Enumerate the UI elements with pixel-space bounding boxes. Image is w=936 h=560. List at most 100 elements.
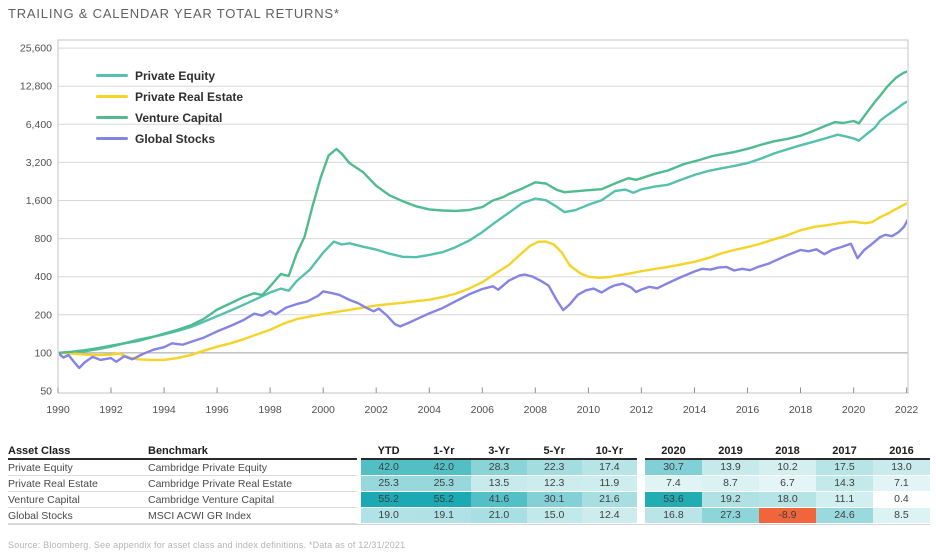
calendar-value-cell: 6.7 [758,476,816,491]
x-axis-label: 1990 [46,404,70,416]
row-labels: Private Equity Cambridge Private Equity [8,460,357,476]
calendar-value-cell: 10.2 [758,460,816,475]
series-line-global-stocks [59,218,907,370]
x-axis-label: 1994 [152,404,176,416]
y-axis-label: 400 [34,271,52,283]
trailing-value-cell: 25.3 [361,476,417,491]
trailing-value-cell: 42.0 [416,460,472,475]
y-axis-label: 25,600 [20,43,52,55]
x-axis-label: 2016 [736,404,760,416]
y-axis-label: 50 [40,386,52,398]
legend-label: Global Stocks [135,131,216,146]
table-row: Private Equity Cambridge Private Equity 42… [0,460,936,476]
chart-legend: Private Equity Private Real Estate Venture… [96,68,244,146]
calendar-value-cell: 14.3 [815,476,873,491]
table-header-row: Asset Class Benchmark YTD 1-Yr 3-Yr 5-Yr 10-Yr… [0,443,936,460]
series-line-private-equity [59,100,907,355]
trailing-value-cell: 21.6 [581,492,637,507]
plot-border [57,39,909,394]
col-header-5-yr: 5-Yr [543,444,565,457]
x-axis-label: 2000 [312,404,336,416]
col-header-2020: 2020 [661,444,686,457]
calendar-value-cell: 13.9 [701,460,759,475]
trailing-value-cell: 28.3 [471,460,527,475]
x-axis-label: 2002 [365,404,389,416]
trailing-value-cell: 55.2 [416,492,472,507]
x-axis-label: 2008 [524,404,548,416]
trailing-value-cell: 19.0 [361,508,417,523]
row-labels: Private Real Estate Cambridge Private Rea… [8,476,357,492]
y-axis-label: 6,400 [26,119,52,131]
legend-item-global-stocks: Global Stocks [96,131,243,146]
trailing-value-cell: 11.9 [581,476,637,491]
benchmark-cell: Cambridge Venture Capital [148,493,275,506]
x-axis-label: 2020 [842,404,866,416]
calendar-value-cell: 11.1 [815,492,873,507]
y-axis-label: 200 [34,309,52,321]
col-header-10-yr: 10-Yr [595,444,624,457]
asset-class-cell: Private Equity [8,461,73,474]
calendar-value-cell: -8.9 [758,508,816,523]
table-row: Private Real Estate Cambridge Private Rea… [0,476,936,492]
trailing-value-cell: 19.1 [416,508,472,523]
trailing-value-cell: 42.0 [361,460,417,475]
y-axis-label: 800 [34,233,52,245]
calendar-value-cell: 17.5 [815,460,873,475]
asset-class-cell: Private Real Estate [8,477,98,490]
returns-table: Asset Class Benchmark YTD 1-Yr 3-Yr 5-Yr 10-Yr… [0,443,936,525]
legend-swatch [96,74,128,77]
col-header-ytd: YTD [377,444,400,457]
trailing-value-cell: 55.2 [361,492,417,507]
trailing-value-cell: 41.6 [471,492,527,507]
table-row: Venture Capital Cambridge Venture Capital… [0,492,936,508]
x-axis-label: 1998 [258,404,282,416]
calendar-value-cell: 13.0 [872,460,930,475]
series-line-private-real-estate [59,201,907,362]
calendar-value-cell: 7.1 [872,476,930,491]
calendar-value-cell: 8.5 [872,508,930,523]
asset-class-cell: Global Stocks [8,509,73,522]
asset-class-cell: Venture Capital [8,493,80,506]
legend-item-private-equity: Private Equity [96,68,243,83]
trailing-value-cell: 12.3 [526,476,582,491]
trailing-value-cell: 12.4 [581,508,637,523]
y-axis-label: 12,800 [20,81,52,93]
legend-swatch [96,116,128,119]
calendar-value-cell: 7.4 [644,476,702,491]
page-title: TRAILING & CALENDAR YEAR TOTAL RETURNS* [8,6,340,21]
trailing-headers-block: YTD 1-Yr 3-Yr 5-Yr 10-Yr [361,443,637,460]
x-axis-label: 2006 [471,404,495,416]
legend-swatch [96,95,128,98]
col-header-2019: 2019 [718,444,743,457]
calendar-value-cell: 24.6 [815,508,873,523]
col-header-2016: 2016 [889,444,914,457]
trailing-value-cell: 17.4 [581,460,637,475]
calendar-value-cell: 19.2 [701,492,759,507]
table-header-left: Asset Class Benchmark [8,443,357,460]
x-axis-label: 2004 [418,404,442,416]
col-header-asset-class: Asset Class [8,444,71,457]
trailing-value-cell: 15.0 [526,508,582,523]
row-labels: Venture Capital Cambridge Venture Capital [8,492,357,508]
calendar-value-cell: 30.7 [644,460,702,475]
calendar-value-cell: 0.4 [872,492,930,507]
y-axis-label: 3,200 [26,157,52,169]
table-row: Global Stocks MSCI ACWI GR Index 19.0 19.1 2… [0,508,936,524]
x-axis-label: 2010 [577,404,601,416]
y-axis-label: 100 [34,347,52,359]
benchmark-cell: MSCI ACWI GR Index [148,509,252,522]
x-axis-label: 2014 [683,404,707,416]
table-bottom-rule [8,524,930,525]
calendar-value-cell: 53.6 [644,492,702,507]
col-header-2018: 2018 [775,444,800,457]
legend-swatch [96,137,128,140]
legend-label: Private Real Estate [135,89,244,104]
trailing-value-cell: 13.5 [471,476,527,491]
col-header-benchmark: Benchmark [148,444,208,457]
trailing-value-cell: 30.1 [526,492,582,507]
legend-label: Private Equity [135,68,216,83]
source-note: Source: Bloomberg. See appendix for asse… [8,540,406,550]
col-header-1-yr: 1-Yr [433,444,455,457]
returns-chart-svg: 50 100 200 400 800 1,600 3,200 6,400 12,800 25,60… [20,39,919,416]
x-axis-label: 2022 [895,404,919,416]
